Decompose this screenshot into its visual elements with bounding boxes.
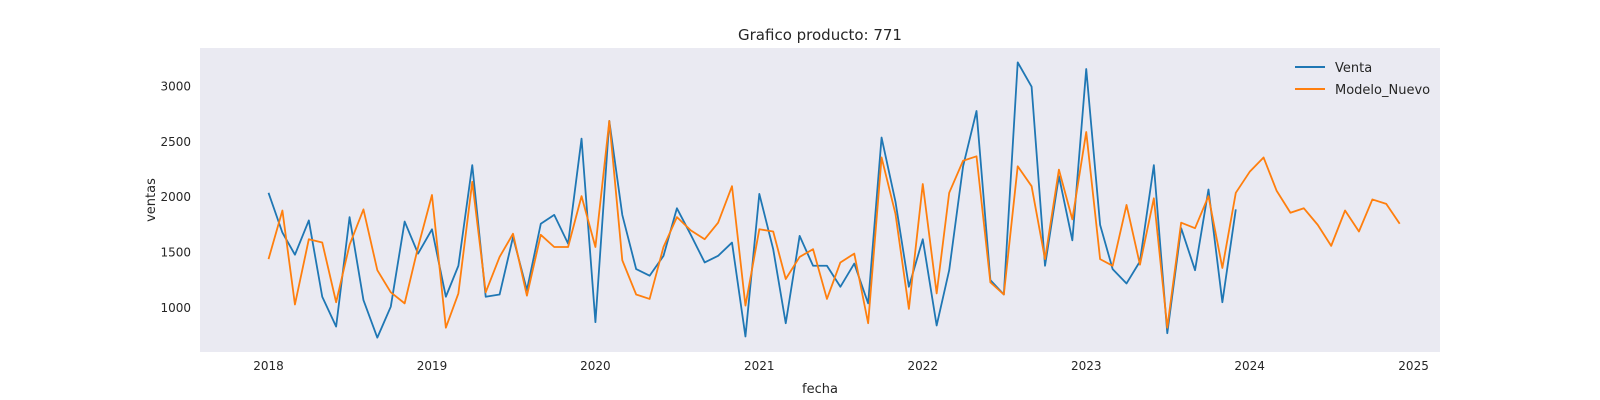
- legend: Venta Modelo_Nuevo: [1295, 61, 1430, 98]
- x-tick-label: 2023: [1071, 359, 1102, 373]
- plot-area-background: [200, 48, 1440, 352]
- y-tick-label: 2500: [160, 135, 191, 149]
- x-axis-ticks: 2018 2019 2020 2021 2022 2023 2024 2025: [253, 359, 1429, 373]
- x-tick-label: 2025: [1398, 359, 1429, 373]
- x-tick-label: 2019: [417, 359, 448, 373]
- series-layer: [267, 61, 1401, 339]
- legend-label-modelo-nuevo: Modelo_Nuevo: [1335, 83, 1430, 98]
- x-tick-label: 2018: [253, 359, 284, 373]
- y-tick-label: 2000: [160, 190, 191, 204]
- x-tick-label: 2024: [1234, 359, 1265, 373]
- x-tick-label: 2020: [580, 359, 611, 373]
- y-axis-label: ventas: [144, 178, 159, 222]
- y-tick-label: 3000: [160, 80, 191, 94]
- series-line-modelo-nuevo: [267, 120, 1401, 329]
- x-tick-label: 2021: [744, 359, 775, 373]
- legend-label-venta: Venta: [1335, 61, 1372, 76]
- y-tick-label: 1000: [160, 301, 191, 315]
- y-axis-ticks: 1000 1500 2000 2500 3000: [160, 80, 191, 315]
- y-tick-label: 1500: [160, 246, 191, 260]
- chart-title: Grafico producto: 771: [738, 26, 902, 44]
- x-tick-label: 2022: [907, 359, 938, 373]
- x-axis-label: fecha: [802, 382, 838, 397]
